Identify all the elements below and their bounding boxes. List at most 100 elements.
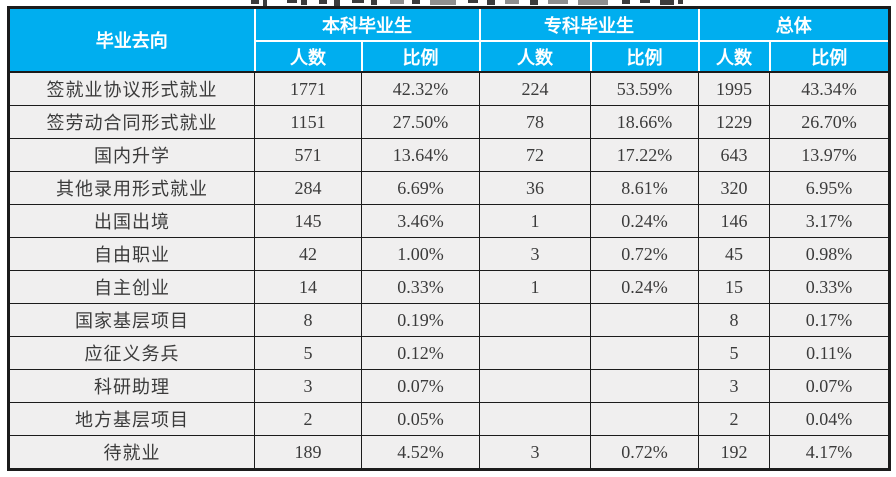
row-value: 3.46% — [361, 204, 480, 238]
row-value: 3 — [698, 369, 770, 403]
table-row: 科研助理 3 0.07% 3 0.07% — [8, 369, 890, 403]
graduation-destination-table: 毕业去向 本科毕业生 专科毕业生 总体 人数 比例 人数 比例 人数 比例 签就… — [7, 6, 891, 471]
header-total-ratio: 比例 — [768, 40, 891, 73]
table-row: 国家基层项目 8 0.19% 8 0.17% — [8, 303, 890, 337]
row-value: 0.33% — [769, 270, 890, 304]
table-row: 自由职业 42 1.00% 3 0.72% 45 0.98% — [8, 237, 890, 271]
row-value: 8 — [698, 303, 770, 337]
header-junior-college-ratio: 比例 — [589, 40, 700, 73]
header-destination: 毕业去向 — [7, 6, 256, 73]
row-value: 78 — [479, 105, 591, 139]
row-value — [479, 303, 591, 337]
header-group-junior-college: 专科毕业生 — [478, 6, 700, 42]
row-label: 国内升学 — [8, 138, 255, 172]
row-label: 其他录用形式就业 — [8, 171, 255, 205]
row-label: 自主创业 — [8, 270, 255, 304]
row-label: 待就业 — [8, 435, 255, 470]
row-value: 0.24% — [590, 204, 699, 238]
row-value — [590, 369, 699, 403]
row-value: 0.72% — [590, 435, 699, 470]
table-row: 签劳动合同形式就业 1151 27.50% 78 18.66% 1229 26.70% — [8, 105, 890, 139]
row-value: 643 — [698, 138, 770, 172]
row-value: 27.50% — [361, 105, 480, 139]
row-value: 4.52% — [361, 435, 480, 470]
header-junior-college-count: 人数 — [478, 40, 592, 73]
table-row: 出国出境 145 3.46% 1 0.24% 146 3.17% — [8, 204, 890, 238]
row-label: 国家基层项目 — [8, 303, 255, 337]
table-body: 签就业协议形式就业 1771 42.32% 224 53.59% 1995 43.34% 签劳… — [8, 71, 890, 470]
row-value — [590, 402, 699, 436]
row-label: 出国出境 — [8, 204, 255, 238]
row-value: 36 — [479, 171, 591, 205]
row-value: 43.34% — [769, 71, 890, 106]
row-value: 192 — [698, 435, 770, 470]
row-value: 14 — [254, 270, 362, 304]
row-value: 0.04% — [769, 402, 890, 436]
row-value: 5 — [698, 336, 770, 370]
row-label: 自由职业 — [8, 237, 255, 271]
row-value: 42 — [254, 237, 362, 271]
row-value: 224 — [479, 71, 591, 106]
header-undergraduate-count: 人数 — [253, 40, 363, 73]
row-value: 0.98% — [769, 237, 890, 271]
row-value: 6.69% — [361, 171, 480, 205]
row-value: 0.19% — [361, 303, 480, 337]
row-value: 146 — [698, 204, 770, 238]
table-row: 待就业 189 4.52% 3 0.72% 192 4.17% — [8, 435, 890, 470]
row-value — [590, 336, 699, 370]
row-value: 2 — [698, 402, 770, 436]
header-undergraduate-ratio: 比例 — [360, 40, 481, 73]
row-value: 8 — [254, 303, 362, 337]
header-group-total: 总体 — [697, 6, 891, 42]
row-label: 签劳动合同形式就业 — [8, 105, 255, 139]
row-value: 0.17% — [769, 303, 890, 337]
row-value: 15 — [698, 270, 770, 304]
row-value: 4.17% — [769, 435, 890, 470]
row-value: 189 — [254, 435, 362, 470]
row-label: 科研助理 — [8, 369, 255, 403]
row-value: 26.70% — [769, 105, 890, 139]
row-value: 13.97% — [769, 138, 890, 172]
row-value: 0.72% — [590, 237, 699, 271]
row-value: 0.24% — [590, 270, 699, 304]
row-value: 320 — [698, 171, 770, 205]
row-value: 1 — [479, 270, 591, 304]
row-value: 1771 — [254, 71, 362, 106]
header-group-undergraduate: 本科毕业生 — [253, 6, 481, 42]
row-label: 地方基层项目 — [8, 402, 255, 436]
row-value: 6.95% — [769, 171, 890, 205]
row-value — [479, 336, 591, 370]
row-value: 3 — [479, 435, 591, 470]
row-value — [479, 369, 591, 403]
row-value: 3 — [479, 237, 591, 271]
row-value: 284 — [254, 171, 362, 205]
row-value: 0.12% — [361, 336, 480, 370]
row-value: 0.11% — [769, 336, 890, 370]
table-row: 应征义务兵 5 0.12% 5 0.11% — [8, 336, 890, 370]
table-row: 签就业协议形式就业 1771 42.32% 224 53.59% 1995 43.34% — [8, 71, 890, 106]
row-value: 1.00% — [361, 237, 480, 271]
row-value: 18.66% — [590, 105, 699, 139]
row-value: 42.32% — [361, 71, 480, 106]
row-value: 0.07% — [769, 369, 890, 403]
table-row: 地方基层项目 2 0.05% 2 0.04% — [8, 402, 890, 436]
row-value: 45 — [698, 237, 770, 271]
header-total-count: 人数 — [697, 40, 771, 73]
row-value: 1 — [479, 204, 591, 238]
row-value: 5 — [254, 336, 362, 370]
row-value: 0.33% — [361, 270, 480, 304]
row-value: 571 — [254, 138, 362, 172]
table-row: 自主创业 14 0.33% 1 0.24% 15 0.33% — [8, 270, 890, 304]
row-value — [590, 303, 699, 337]
row-value: 1995 — [698, 71, 770, 106]
row-value: 1229 — [698, 105, 770, 139]
row-label: 签就业协议形式就业 — [8, 71, 255, 106]
cropped-title-fragment — [0, 0, 896, 6]
row-value: 2 — [254, 402, 362, 436]
row-value: 17.22% — [590, 138, 699, 172]
row-value: 13.64% — [361, 138, 480, 172]
row-value: 72 — [479, 138, 591, 172]
row-value: 0.05% — [361, 402, 480, 436]
row-value — [479, 402, 591, 436]
